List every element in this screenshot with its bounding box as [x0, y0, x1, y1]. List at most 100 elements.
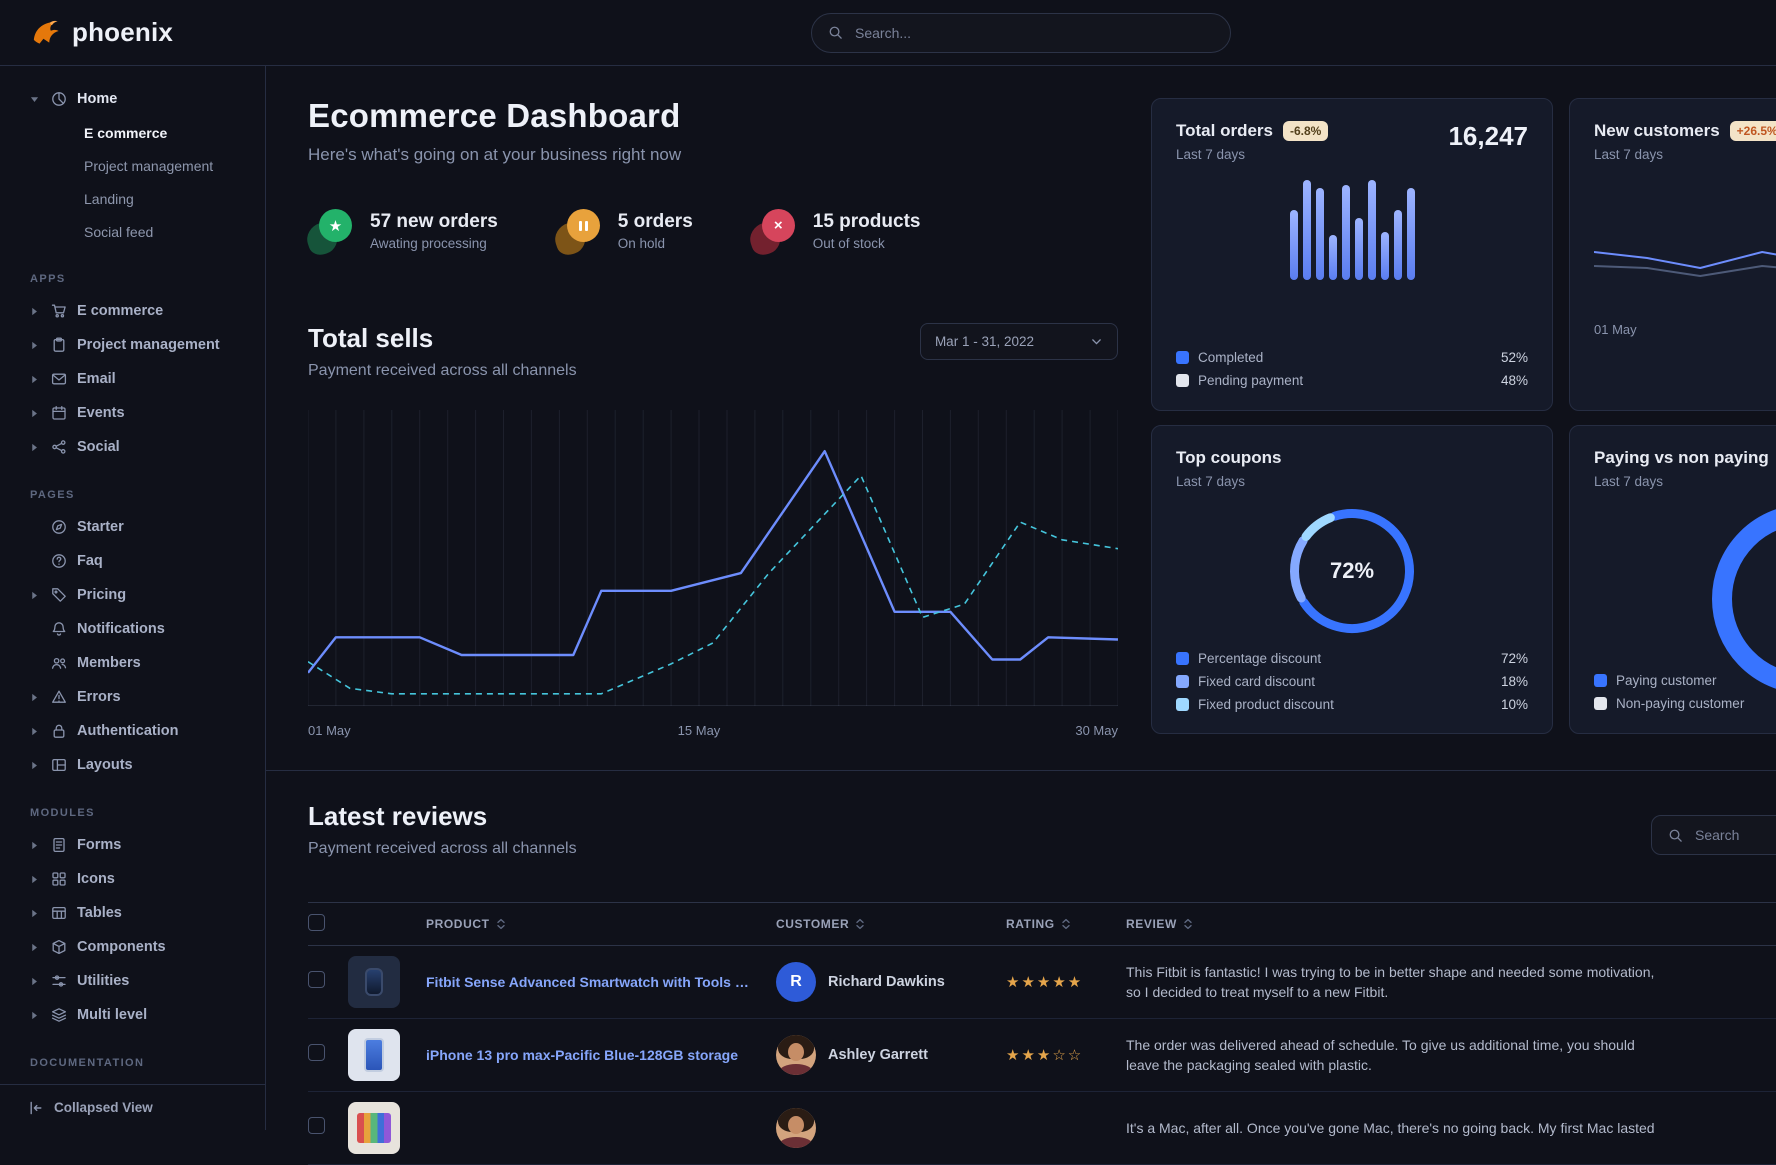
collapse-icon: [28, 1100, 44, 1116]
sidebar-item-tables[interactable]: Tables: [0, 896, 265, 930]
x-axis-label: 15 May: [677, 723, 721, 738]
product-link[interactable]: iPhone 13 pro max-Pacific Blue-128GB sto…: [426, 1047, 738, 1063]
sidebar-item-label: Faq: [77, 553, 103, 569]
date-range-select[interactable]: Mar 1 - 31, 2022: [919, 323, 1118, 360]
rating-stars: ★★★☆☆: [1006, 1046, 1084, 1064]
sidebar-item-label: Notifications: [77, 621, 165, 637]
chevron-right-icon: [30, 761, 42, 770]
stat-caption: Awating processing: [370, 236, 487, 251]
card-paying-vs-nonpaying: Paying vs non paying Last 7 days Paying …: [1569, 425, 1776, 734]
bar: [1380, 232, 1389, 280]
customer-cell: R Richard Dawkins: [776, 962, 1006, 1002]
stat-caption: On hold: [617, 236, 666, 251]
sidebar-item-social[interactable]: Social: [0, 430, 265, 464]
sidebar-item-pricing[interactable]: Pricing: [0, 578, 265, 612]
sidebar-item-icons[interactable]: Icons: [0, 862, 265, 896]
sidebar-item-forms[interactable]: Forms: [0, 828, 265, 862]
product-image[interactable]: [348, 956, 400, 1008]
legend-swatch: [1176, 351, 1189, 364]
sidebar-item-utilities[interactable]: Utilities: [0, 964, 265, 998]
total-sells-title: Total sells: [308, 323, 434, 353]
page-title: Ecommerce Dashboard: [308, 97, 681, 134]
sidebar-item-home[interactable]: Home: [0, 82, 265, 116]
topbar: phoenix: [0, 0, 1776, 66]
column-header-review[interactable]: REVIEW: [1126, 917, 1686, 931]
sidebar-item-layouts[interactable]: Layouts: [0, 748, 265, 782]
sidebar-item-errors[interactable]: Errors: [0, 680, 265, 714]
sidebar-item-email[interactable]: Email: [0, 362, 265, 396]
sidebar-subitem-social-feed[interactable]: Social feed: [84, 223, 154, 240]
rating-stars: ★★★★★: [1006, 973, 1084, 991]
sliders-icon: [51, 973, 68, 989]
sidebar-item-notifications[interactable]: Notifications: [0, 612, 265, 646]
column-header-customer[interactable]: CUSTOMER: [776, 917, 1006, 931]
collapsed-view-toggle[interactable]: Collapsed View: [0, 1084, 265, 1130]
sort-icon: [855, 918, 865, 930]
card-title: New customers: [1594, 121, 1720, 140]
phoenix-logo: [33, 20, 59, 44]
sidebar-item-label: Tables: [77, 905, 122, 921]
new-customers-chart: [1593, 218, 1776, 298]
sidebar-section-label: PAGES: [30, 489, 75, 501]
paying-donut-chart: [1712, 504, 1776, 694]
avatar: R: [776, 962, 816, 1002]
sidebar-item-label: Forms: [77, 837, 122, 853]
bell-icon: [51, 621, 68, 637]
sidebar-subitem-project-management[interactable]: Project management: [84, 157, 214, 174]
sidebar-subitem-e-commerce[interactable]: E commerce: [84, 124, 168, 141]
sidebar-item-e-commerce[interactable]: E commerce: [0, 294, 265, 328]
reviews-search[interactable]: [1651, 815, 1776, 855]
sidebar-item-members[interactable]: Members: [0, 646, 265, 680]
global-search[interactable]: [811, 12, 1231, 53]
sidebar-item-label: Events: [77, 405, 125, 421]
chart-x-axis: 01 May 15 May 30 May: [308, 719, 1118, 745]
column-header-rating[interactable]: RATING: [1006, 917, 1126, 931]
sidebar-item-label: Project management: [77, 337, 220, 353]
row-checkbox[interactable]: [308, 971, 325, 988]
global-search-input[interactable]: [853, 23, 1214, 42]
row-checkbox[interactable]: [308, 1117, 325, 1134]
tag-icon: [51, 587, 68, 603]
collapsed-view-label: Collapsed View: [54, 1100, 153, 1115]
product-image[interactable]: [348, 1029, 400, 1081]
legend-swatch: [1594, 697, 1607, 710]
legend-label: Pending payment: [1198, 373, 1304, 388]
chevron-down-icon: [1090, 335, 1103, 348]
legend-swatch: [1176, 698, 1189, 711]
sidebar-item-label: Errors: [77, 689, 121, 705]
legend-label: Completed: [1198, 350, 1264, 365]
reviews-table: PRODUCT CUSTOMER RATING REVIEW STATUS Fi…: [308, 902, 1776, 1165]
sidebar-subitem-landing[interactable]: Landing: [84, 190, 134, 207]
sidebar-item-project-management[interactable]: Project management: [0, 328, 265, 362]
sidebar-item-label: Home: [77, 91, 118, 107]
sidebar-item-faq[interactable]: Faq: [0, 544, 265, 578]
sidebar-item-starter[interactable]: Starter: [0, 510, 265, 544]
sidebar-item-authentication[interactable]: Authentication: [0, 714, 265, 748]
lock-icon: [51, 723, 68, 739]
sidebar: Home E commerce Project management Landing S…: [0, 66, 266, 1130]
legend-item: Percentage discount 72%: [1176, 651, 1528, 666]
select-all-checkbox[interactable]: [308, 914, 325, 931]
layout-icon: [51, 757, 68, 773]
product-link[interactable]: Fitbit Sense Advanced Smartwatch with To…: [426, 974, 760, 990]
product-image[interactable]: [348, 1102, 400, 1154]
stat-out-of-stock: × 15 products Out of stock: [745, 209, 920, 259]
clipboard-icon: [51, 337, 68, 353]
sidebar-item-components[interactable]: Components: [0, 930, 265, 964]
column-header-status[interactable]: STATUS: [1686, 917, 1776, 931]
legend-swatch: [1594, 674, 1607, 687]
row-checkbox[interactable]: [308, 1044, 325, 1061]
legend-item: Non-paying customer: [1594, 696, 1776, 711]
bar: [1289, 210, 1298, 280]
legend-label: Fixed card discount: [1198, 674, 1316, 689]
sidebar-item-events[interactable]: Events: [0, 396, 265, 430]
stats-row: ★ 57 new orders Awating processing 5 orde…: [302, 209, 1118, 259]
sidebar-item-multi-level[interactable]: Multi level: [0, 998, 265, 1032]
column-header-product[interactable]: PRODUCT: [426, 917, 776, 931]
chevron-right-icon: [30, 841, 42, 850]
chevron-down-icon: [30, 95, 42, 104]
reviews-search-input[interactable]: [1693, 826, 1776, 844]
review-text: The order was delivered ahead of schedul…: [1126, 1036, 1635, 1073]
brand[interactable]: phoenix: [28, 16, 173, 50]
sidebar-item-label: Social: [77, 439, 120, 455]
